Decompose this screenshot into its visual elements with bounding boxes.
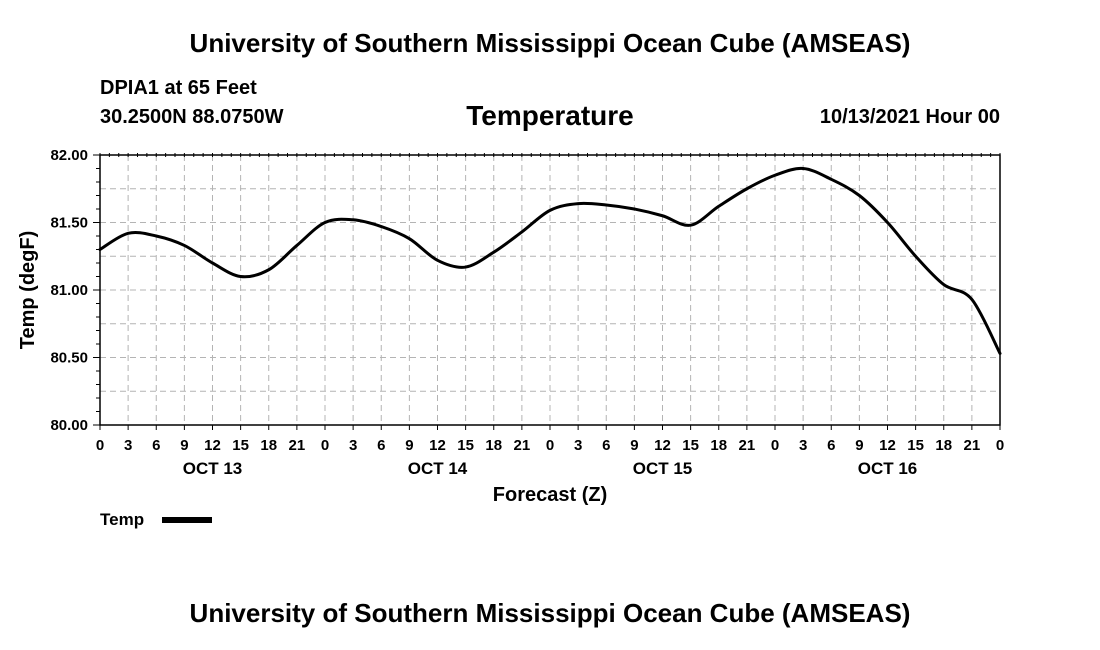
x-tick-label: 18 — [710, 437, 727, 454]
station-coordinates: 30.2500N 88.0750W — [100, 106, 284, 128]
x-tick-label: 21 — [964, 437, 981, 454]
x-tick-label: 3 — [349, 437, 357, 454]
day-label: OCT 15 — [633, 459, 693, 478]
x-tick-label: 12 — [429, 437, 446, 454]
x-tick-label: 15 — [907, 437, 924, 454]
x-tick-label: 6 — [377, 437, 385, 454]
day-label: OCT 16 — [858, 459, 918, 478]
x-tick-label: 0 — [996, 437, 1004, 454]
x-tick-label: 21 — [739, 437, 756, 454]
x-tick-label: 18 — [260, 437, 277, 454]
x-tick-label: 6 — [827, 437, 835, 454]
x-tick-label: 12 — [879, 437, 896, 454]
x-tick-label: 9 — [180, 437, 188, 454]
x-tick-label: 0 — [321, 437, 329, 454]
day-label: OCT 13 — [183, 459, 243, 478]
x-axis-label: Forecast (Z) — [493, 484, 607, 506]
legend-label: Temp — [100, 510, 145, 529]
day-label: OCT 14 — [408, 459, 468, 478]
parameter-title: Temperature — [466, 100, 634, 131]
x-tick-label: 15 — [457, 437, 474, 454]
x-tick-label: 0 — [771, 437, 779, 454]
x-tick-label: 0 — [546, 437, 554, 454]
footer-title: University of Southern Mississippi Ocean… — [189, 598, 911, 628]
x-tick-label: 0 — [96, 437, 104, 454]
x-tick-label: 15 — [232, 437, 249, 454]
y-tick-label: 80.00 — [50, 417, 88, 434]
x-tick-label: 3 — [124, 437, 132, 454]
x-tick-label: 9 — [405, 437, 413, 454]
x-tick-label: 18 — [485, 437, 502, 454]
y-tick-label: 82.00 — [50, 147, 88, 164]
x-tick-label: 3 — [799, 437, 807, 454]
x-tick-label: 15 — [682, 437, 699, 454]
x-tick-label: 6 — [602, 437, 610, 454]
y-tick-label: 80.50 — [50, 350, 88, 367]
x-tick-label: 9 — [630, 437, 638, 454]
y-axis-label: Temp (degF) — [17, 231, 39, 350]
forecast-datetime: 10/13/2021 Hour 00 — [819, 106, 1000, 128]
x-tick-label: 6 — [152, 437, 160, 454]
x-tick-label: 21 — [289, 437, 306, 454]
x-tick-label: 3 — [574, 437, 582, 454]
legend-swatch — [162, 517, 212, 523]
x-tick-label: 21 — [514, 437, 531, 454]
station-label: DPIA1 at 65 Feet — [100, 77, 257, 99]
y-tick-label: 81.00 — [50, 282, 88, 299]
x-tick-label: 18 — [935, 437, 952, 454]
x-tick-label: 9 — [855, 437, 863, 454]
series-line-temp — [98, 166, 1002, 355]
x-tick-label: 12 — [654, 437, 671, 454]
y-tick-label: 81.50 — [50, 215, 88, 232]
page-title: University of Southern Mississippi Ocean… — [189, 28, 911, 58]
x-tick-label: 12 — [204, 437, 221, 454]
